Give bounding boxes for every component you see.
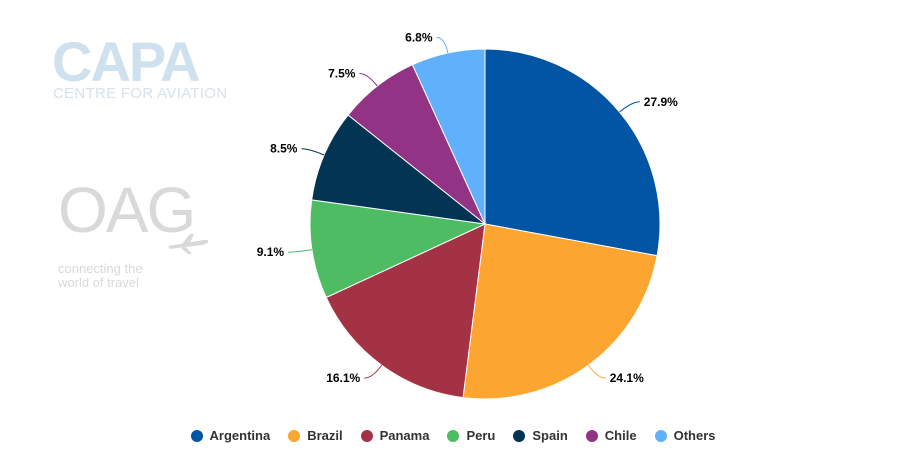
connector-brazil (587, 364, 606, 379)
connector-argentina (619, 101, 640, 113)
oag-logo-tagline: connecting the world of travel (58, 262, 178, 289)
oag-tagline-line2: world of travel (58, 274, 139, 290)
legend-label-spain: Spain (532, 428, 568, 443)
connector-others (436, 36, 449, 54)
pie-slice-others (411, 48, 486, 225)
legend-marker-chile (585, 429, 598, 442)
legend-item-chile[interactable]: Chile (585, 428, 637, 443)
legend-item-brazil[interactable]: Brazil (288, 428, 343, 443)
pie-slice-brazil (462, 223, 658, 400)
legend-item-argentina[interactable]: Argentina (190, 428, 271, 443)
data-label-panama: 16.1% (326, 371, 360, 385)
legend-label-argentina: Argentina (209, 428, 271, 443)
data-label-others: 6.8% (405, 30, 433, 44)
legend-label-others: Others (673, 428, 716, 443)
legend-item-spain[interactable]: Spain (513, 428, 568, 443)
capa-logo-title: CAPA (52, 30, 201, 93)
capa-logo-subtitle: CENTRE FOR AVIATION (53, 85, 228, 102)
chart-legend: Argentina Brazil Panama Peru Spain Chile Other… (0, 428, 906, 443)
legend-label-panama: Panama (379, 428, 430, 443)
legend-marker-spain (513, 429, 526, 442)
airplane-icon (168, 234, 209, 254)
pie-slice-argentina (484, 48, 661, 257)
pie-slice-panama (325, 223, 486, 399)
legend-label-brazil: Brazil (307, 428, 343, 443)
connector-chile (359, 72, 378, 87)
data-label-chile: 7.5% (328, 66, 356, 80)
data-label-peru: 9.1% (257, 245, 285, 259)
connector-panama (364, 364, 383, 379)
connector-spain (301, 148, 325, 156)
legend-item-peru[interactable]: Peru (447, 428, 495, 443)
legend-marker-others (654, 429, 667, 442)
oag-tagline-line1: connecting the (58, 261, 143, 276)
legend-marker-argentina (190, 429, 203, 442)
oag-logo-title: OAG (58, 174, 196, 246)
legend-label-chile: Chile (604, 428, 637, 443)
legend-item-others[interactable]: Others (654, 428, 716, 443)
connector-peru (288, 249, 312, 253)
legend-marker-peru (447, 429, 460, 442)
legend-label-peru: Peru (466, 428, 496, 443)
legend-marker-brazil (288, 429, 301, 442)
data-label-spain: 8.5% (270, 142, 298, 156)
data-label-brazil: 24.1% (610, 371, 644, 385)
pie-slice-spain (311, 114, 487, 225)
legend-item-panama[interactable]: Panama (360, 428, 430, 443)
data-label-argentina: 27.9% (644, 95, 678, 109)
legend-marker-panama (360, 429, 373, 442)
